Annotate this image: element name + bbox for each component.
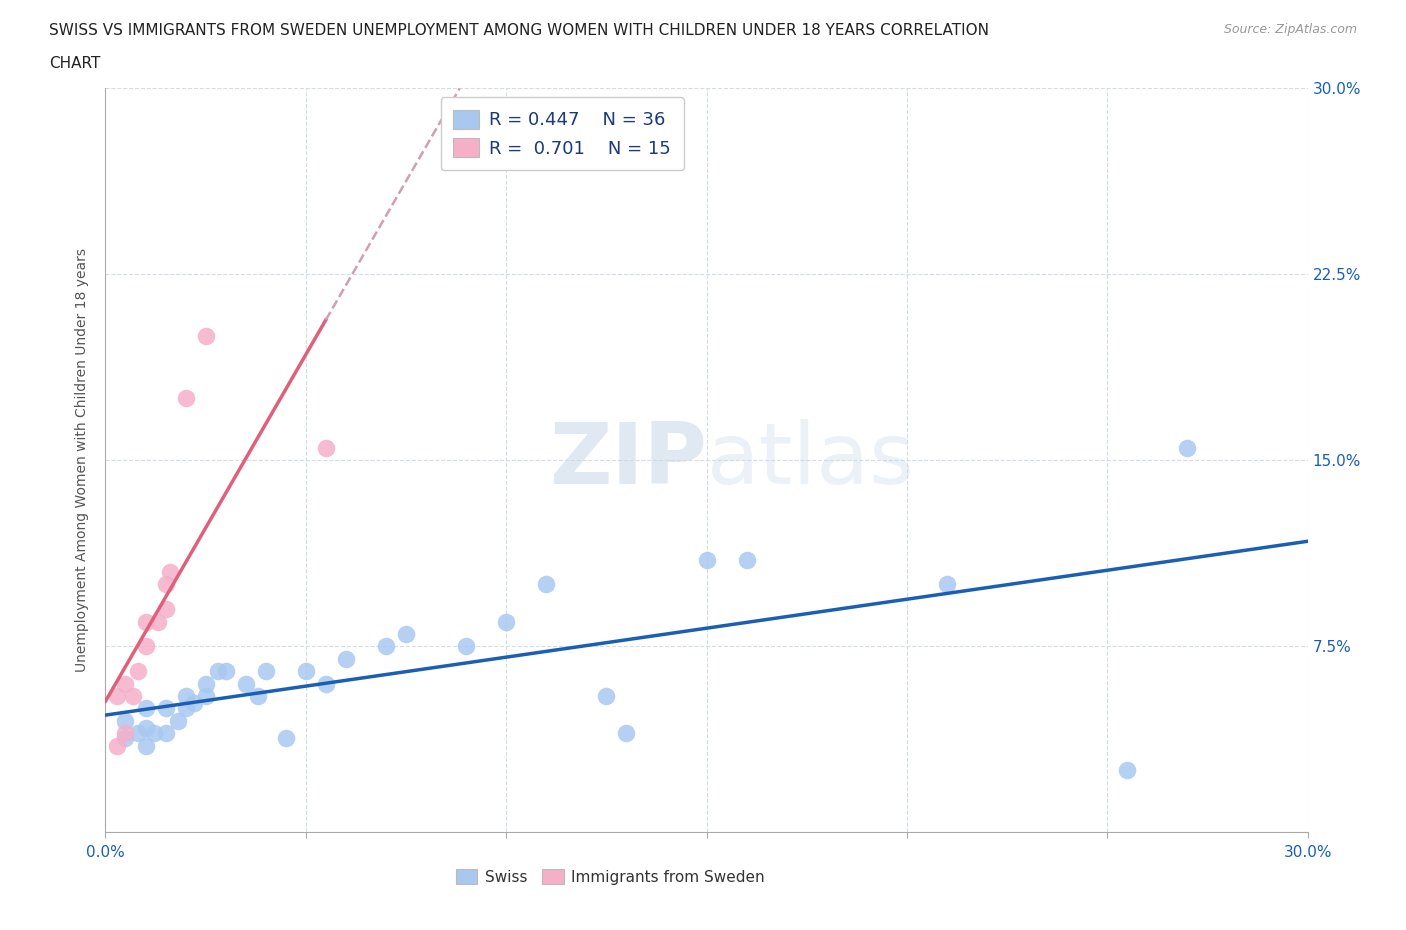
Point [127,725,149,740]
Text: ZIP: ZIP [548,418,707,502]
Point [127,664,149,679]
Point [135,701,157,716]
Point [194,676,217,691]
Point [155,577,177,591]
Point [936,577,959,591]
Point [183,696,205,711]
Point [135,721,157,736]
Point [274,731,297,746]
Point [235,676,257,691]
Point [135,639,157,654]
Point [495,614,517,629]
Point [374,639,398,654]
Point [107,688,129,703]
Point [155,602,177,617]
Text: Source: ZipAtlas.com: Source: ZipAtlas.com [1223,23,1357,36]
Point [122,688,145,703]
Point [135,738,157,753]
Point [166,713,188,728]
Point [315,676,337,691]
Point [454,639,477,654]
Point [114,676,136,691]
Point [214,664,236,679]
Point [155,725,177,740]
Legend: Swiss, Immigrants from Sweden: Swiss, Immigrants from Sweden [444,858,776,896]
Text: CHART: CHART [49,56,101,71]
Point [107,738,129,753]
Point [135,614,157,629]
Point [114,713,136,728]
Point [174,701,197,716]
Point [174,391,197,405]
Point [114,731,136,746]
Point [246,688,269,703]
Point [114,725,136,740]
Point [696,552,718,567]
Point [295,664,318,679]
Text: SWISS VS IMMIGRANTS FROM SWEDEN UNEMPLOYMENT AMONG WOMEN WITH CHILDREN UNDER 18 : SWISS VS IMMIGRANTS FROM SWEDEN UNEMPLOY… [49,23,990,38]
Point [142,725,165,740]
Point [194,329,217,344]
Y-axis label: Unemployment Among Women with Children Under 18 years: Unemployment Among Women with Children U… [76,248,90,672]
Point [534,577,557,591]
Point [1116,763,1139,777]
Point [207,664,229,679]
Point [159,565,181,579]
Point [315,441,337,456]
Point [735,552,758,567]
Point [1177,441,1199,456]
Point [595,688,617,703]
Point [254,664,277,679]
Point [155,701,177,716]
Point [174,688,197,703]
Point [395,627,418,642]
Point [616,725,638,740]
Point [194,688,217,703]
Point [146,614,169,629]
Text: atlas: atlas [707,418,914,502]
Point [335,651,357,666]
